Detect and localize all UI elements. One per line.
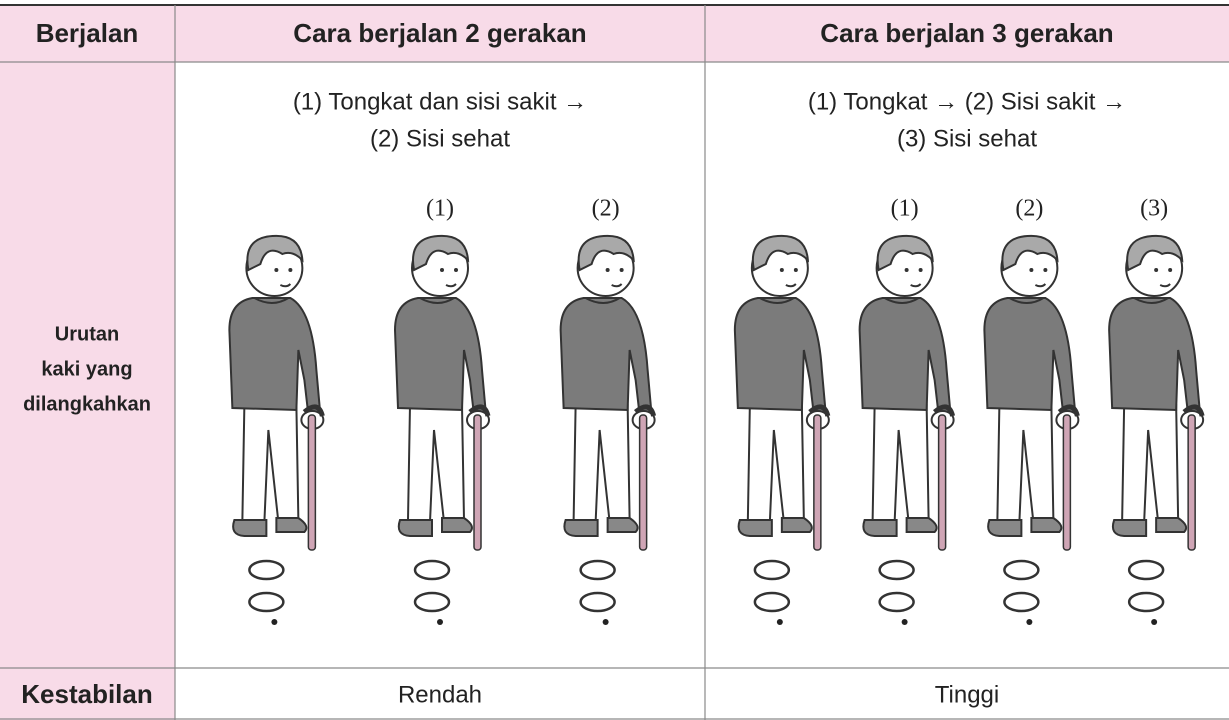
row-label: kaki yang xyxy=(41,358,132,380)
header-cell: Cara berjalan 2 gerakan xyxy=(293,18,586,48)
walker-figure xyxy=(395,236,489,625)
row-label: Kestabilan xyxy=(21,679,153,709)
walker-figure xyxy=(561,236,655,625)
header-cell: Berjalan xyxy=(36,18,139,48)
step-label: (3) xyxy=(1140,196,1168,222)
step-label: (2) xyxy=(592,196,620,222)
row-label: Urutan xyxy=(55,323,119,345)
walker-figure xyxy=(1109,236,1203,625)
step-label: (1) xyxy=(426,196,454,222)
description: (1) Tongkat → (2) Sisi sakit → xyxy=(808,88,1126,115)
walker-figure xyxy=(860,236,954,625)
step-label: (1) xyxy=(891,196,919,222)
header-bg xyxy=(0,5,1229,62)
description: (2) Sisi sehat xyxy=(370,125,510,152)
description: (1) Tongkat dan sisi sakit → xyxy=(293,88,587,115)
step-label: (2) xyxy=(1015,196,1043,222)
walker-figure xyxy=(229,236,323,625)
row-label: dilangkahkan xyxy=(23,393,151,415)
walker-figure xyxy=(984,236,1078,625)
stability-value: Rendah xyxy=(398,681,482,708)
stability-value: Tinggi xyxy=(935,681,999,708)
description: (3) Sisi sehat xyxy=(897,125,1037,152)
walker-figure xyxy=(735,236,829,625)
header-cell: Cara berjalan 3 gerakan xyxy=(820,18,1113,48)
label-column-bg xyxy=(0,62,175,720)
